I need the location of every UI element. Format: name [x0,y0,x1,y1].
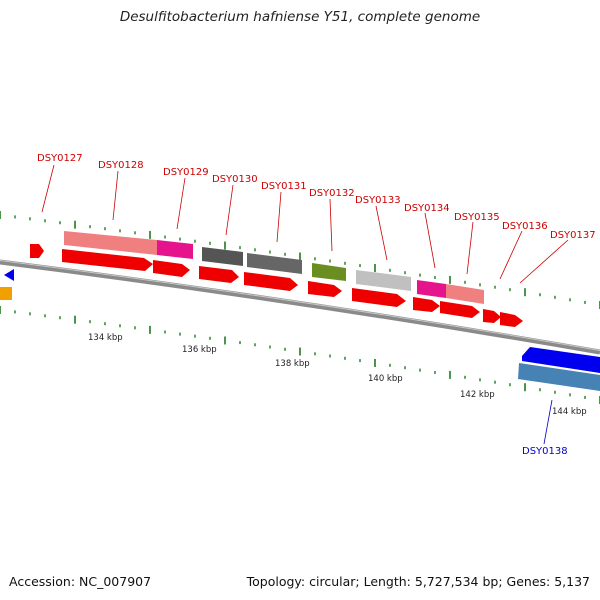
gene-label: DSY0134 [404,203,450,214]
feature-dsy0135-outer [446,284,484,304]
feature-partial-blue [4,269,14,281]
feature-dsy0138-upper [522,347,600,373]
feature-dsy0129-outer [157,240,193,259]
outer-tick-track [0,211,600,309]
scale-labels: 134 kbp 136 kbp 138 kbp 140 kbp 142 kbp … [88,333,587,417]
feature-dsy0130-outer [202,247,243,266]
feature-track-inner [62,249,523,327]
gene-label: DSY0138 [522,446,568,457]
gene-label: DSY0136 [502,221,548,232]
feature-dsy0128-outer [64,231,157,255]
gene-label: DSY0137 [550,230,596,241]
topology-summary: Topology: circular; Length: 5,727,534 bp… [246,574,590,589]
gene-label: DSY0127 [37,153,83,164]
scale-label: 134 kbp [88,333,123,343]
gene-labels: DSY0127 DSY0128 DSY0129 DSY0130 DSY0131 … [37,153,596,457]
gene-label: DSY0131 [261,181,307,192]
feature-dsy0127 [30,244,44,258]
scale-label: 140 kbp [368,374,403,384]
gene-label: DSY0130 [212,174,258,185]
gene-label: DSY0133 [355,195,401,206]
scale-label: 136 kbp [182,345,217,355]
feature-partial-orange [0,287,12,300]
genome-backbone [0,259,600,355]
accession-text: Accession: NC_007907 [9,574,152,589]
scale-label: 142 kbp [460,390,495,400]
gene-label: DSY0128 [98,160,144,171]
label-leader-line-dsy0138 [543,399,553,445]
inner-tick-track [0,306,600,404]
feature-dsy0133-outer [356,270,411,291]
feature-dsy0132-outer [312,263,346,281]
feature-dsy0138 [518,363,600,391]
gene-label: DSY0129 [163,167,209,178]
scale-label: 138 kbp [275,359,310,369]
map-title: Desulfitobacterium hafniense Y51, comple… [119,9,481,25]
label-leader-lines [41,164,569,284]
gene-label: DSY0135 [454,212,500,223]
gene-label: DSY0132 [309,188,355,199]
scale-label: 144 kbp [552,407,587,417]
feature-dsy0131-outer [247,253,302,274]
feature-track-outer [30,231,484,304]
feature-dsy0134-outer [417,280,446,298]
